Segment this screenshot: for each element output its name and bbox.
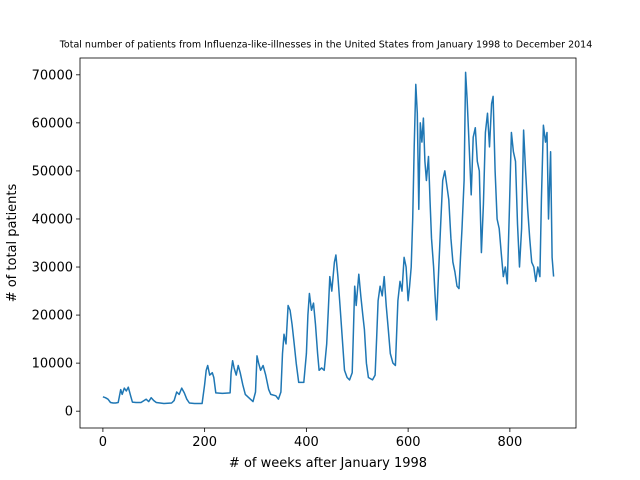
y-tick-label: 30000 bbox=[32, 261, 73, 276]
x-tick-label: 400 bbox=[294, 435, 319, 450]
plot-area bbox=[102, 71, 555, 405]
y-tick-label: 50000 bbox=[32, 164, 73, 179]
y-tick-label: 60000 bbox=[32, 116, 73, 131]
y-tick-label: 20000 bbox=[32, 309, 73, 324]
x-axis-ticks: 0 200 400 600 800 bbox=[99, 428, 522, 450]
y-tick-label: 40000 bbox=[32, 212, 73, 227]
x-axis-label: # of weeks after January 1998 bbox=[229, 456, 427, 471]
y-axis-label: # of total patients bbox=[5, 183, 20, 302]
x-tick-label: 200 bbox=[192, 435, 217, 450]
y-tick-label: 10000 bbox=[32, 357, 73, 372]
series-line-0 bbox=[102, 71, 555, 405]
y-tick-label: 0 bbox=[65, 405, 73, 420]
chart-title: Total number of patients from Influenza-… bbox=[59, 40, 593, 51]
axes-frame bbox=[79, 57, 577, 429]
y-axis-ticks: 0 10000 20000 30000 40000 50000 60000 70000 bbox=[32, 68, 80, 420]
x-tick-label: 800 bbox=[497, 435, 522, 450]
x-tick-label: 0 bbox=[99, 435, 107, 450]
y-tick-label: 70000 bbox=[32, 68, 73, 83]
x-tick-label: 600 bbox=[396, 435, 421, 450]
